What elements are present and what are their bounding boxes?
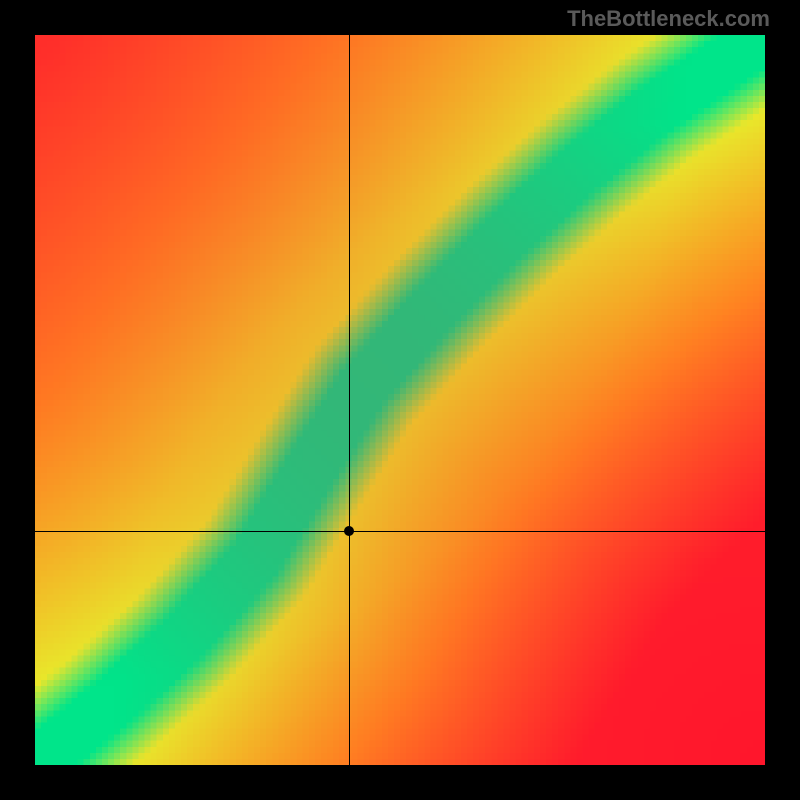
heatmap-canvas [35,35,765,765]
crosshair-marker [344,526,354,536]
plot-area [35,35,765,765]
crosshair-vertical [349,35,350,765]
watermark-text: TheBottleneck.com [567,6,770,32]
crosshair-horizontal [35,531,765,532]
chart-container: TheBottleneck.com [0,0,800,800]
